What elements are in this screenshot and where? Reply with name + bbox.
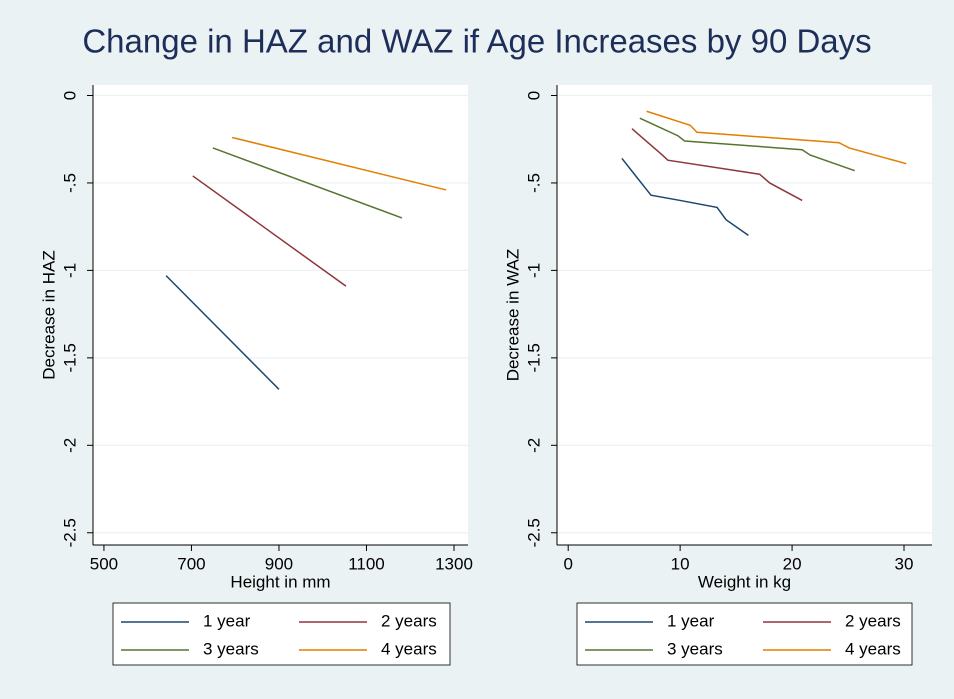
y-tick-label: -1 xyxy=(60,263,79,278)
y-axis-label: Decrease in HAZ xyxy=(39,250,58,379)
series-line xyxy=(212,147,403,219)
series-line xyxy=(631,128,803,202)
x-tick-label: 10 xyxy=(671,554,690,573)
x-axis-label: Weight in kg xyxy=(698,572,791,591)
y-tick-label: -.5 xyxy=(60,173,79,193)
legend xyxy=(576,602,913,666)
legend-label: 2 years xyxy=(845,611,901,630)
y-tick-label: 0 xyxy=(524,91,543,100)
x-axis-label: Height in mm xyxy=(230,572,330,591)
x-tick-label: 500 xyxy=(90,554,118,573)
y-tick-label: -1.5 xyxy=(524,343,543,372)
y-tick-label: -2.5 xyxy=(524,518,543,547)
series-line xyxy=(639,117,856,172)
chart-title: Change in HAZ and WAZ if Age Increases b… xyxy=(82,23,871,60)
y-tick-label: -2 xyxy=(60,438,79,453)
legend-label: 3 years xyxy=(203,639,259,658)
y-tick-label: -2 xyxy=(524,438,543,453)
legend-label: 2 years xyxy=(381,611,437,630)
y-tick-label: -.5 xyxy=(524,173,543,193)
series-line xyxy=(646,110,907,165)
y-tick-label: -2.5 xyxy=(60,518,79,547)
x-tick-label: 1100 xyxy=(348,554,385,573)
x-tick-label: 1300 xyxy=(435,554,473,573)
plot-area xyxy=(93,85,468,545)
series-line xyxy=(621,157,749,237)
x-tick-label: 700 xyxy=(177,554,205,573)
legend-label: 4 years xyxy=(845,639,901,658)
series-line xyxy=(192,175,347,287)
y-axis-label: Decrease in WAZ xyxy=(503,249,522,382)
legend-label: 1 year xyxy=(203,611,251,630)
x-tick-label: 0 xyxy=(563,554,572,573)
legend-label: 1 year xyxy=(667,611,715,630)
y-tick-label: -1.5 xyxy=(60,343,79,372)
plot-area xyxy=(557,85,932,545)
legend-label: 4 years xyxy=(381,639,437,658)
legend-label: 3 years xyxy=(667,639,723,658)
series-line xyxy=(231,136,447,191)
legend xyxy=(112,602,451,666)
x-tick-label: 20 xyxy=(783,554,802,573)
y-tick-label: -1 xyxy=(524,263,543,278)
x-tick-label: 30 xyxy=(895,554,914,573)
x-tick-label: 900 xyxy=(265,554,293,573)
y-tick-label: 0 xyxy=(60,91,79,100)
series-line xyxy=(165,275,280,390)
